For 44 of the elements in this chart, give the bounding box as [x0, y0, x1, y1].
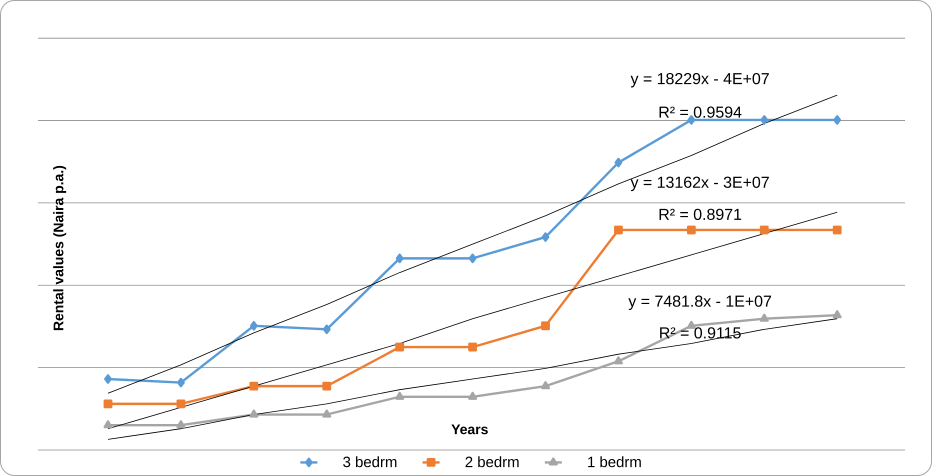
point	[833, 115, 842, 125]
point	[322, 410, 332, 418]
point	[177, 378, 185, 388]
annotation: y = 13162x - 3E+07	[630, 176, 769, 192]
annotation: R² = 0.9594	[660, 106, 742, 118]
point	[832, 310, 842, 318]
point	[104, 399, 112, 408]
point	[468, 254, 476, 264]
point	[250, 320, 258, 331]
point	[760, 115, 768, 125]
annotation: R² = 0.9115	[660, 327, 741, 339]
text: y = 18229x - 4E+07	[630, 73, 769, 88]
x-axis-title: Years	[451, 424, 488, 434]
annotation: R² = 0.8971	[660, 208, 742, 220]
point	[322, 324, 331, 334]
point	[249, 410, 258, 418]
point	[468, 392, 478, 400]
point	[686, 320, 696, 329]
point	[686, 226, 696, 234]
legend-label: 2 bedrm	[466, 456, 519, 468]
point	[614, 226, 623, 234]
point	[832, 226, 842, 234]
y-axis-title: Rental values (Naira p.a.)	[53, 166, 66, 330]
point	[614, 356, 623, 364]
point	[395, 342, 404, 352]
point	[614, 158, 622, 168]
point	[541, 381, 550, 390]
point	[760, 314, 769, 322]
point	[249, 382, 258, 391]
point	[322, 382, 332, 391]
point	[687, 115, 696, 125]
point	[104, 420, 112, 428]
annotation: y = 7481.8x - 1E+07	[628, 296, 772, 310]
point	[176, 399, 186, 408]
legend-label: 1 bedrm	[588, 456, 641, 468]
point	[104, 374, 112, 384]
point	[541, 321, 550, 330]
point	[542, 232, 550, 242]
legend-label: 3 bedrm	[343, 456, 396, 468]
point	[176, 420, 186, 428]
point	[395, 392, 404, 400]
point	[468, 342, 477, 352]
point	[396, 254, 404, 264]
point	[760, 226, 769, 234]
